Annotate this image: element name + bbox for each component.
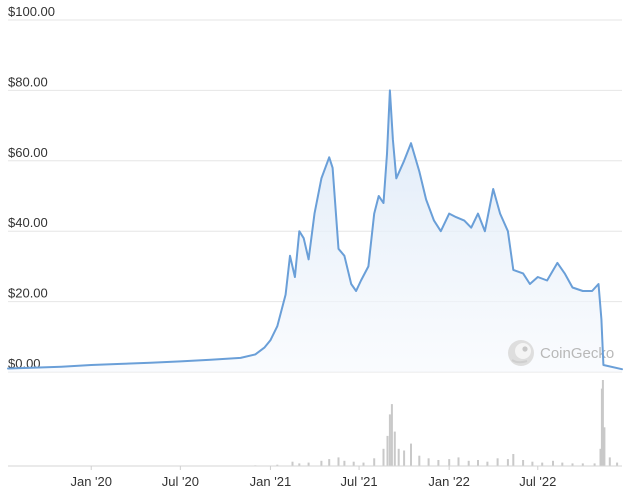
x-tick-label: Jan '20 xyxy=(70,474,112,489)
volume-bar xyxy=(276,464,279,466)
volume-bar xyxy=(386,435,389,466)
volume-bars xyxy=(15,380,619,466)
x-tick-label: Jan '21 xyxy=(250,474,292,489)
volume-bar xyxy=(531,461,534,466)
volume-bar xyxy=(477,460,479,466)
coingecko-watermark: CoinGecko xyxy=(508,340,614,366)
volume-bar xyxy=(522,460,525,466)
volume-bar xyxy=(552,460,554,466)
y-tick-label: $40.00 xyxy=(8,215,48,230)
volume-bar xyxy=(603,427,606,466)
volume-bar xyxy=(298,463,301,466)
volume-bar xyxy=(410,443,412,466)
volume-bar xyxy=(541,462,544,466)
volume-bar xyxy=(337,457,340,466)
volume-bar xyxy=(320,460,323,466)
coingecko-wordmark: CoinGecko xyxy=(540,345,614,362)
volume-bar xyxy=(382,448,385,466)
price-axis: $100.00$80.00$60.00$40.00$20.00$0.00 xyxy=(8,4,55,371)
volume-bar xyxy=(418,455,421,466)
x-tick-label: Jan '22 xyxy=(428,474,470,489)
price-line xyxy=(7,89,623,371)
y-tick-label: $20.00 xyxy=(8,286,48,301)
volume-bar xyxy=(506,459,509,466)
volume-bar xyxy=(593,463,596,466)
volume-bar xyxy=(486,461,489,466)
y-tick-label: $80.00 xyxy=(8,74,48,89)
volume-bar xyxy=(616,462,619,466)
x-tick-label: Jul '20 xyxy=(162,474,199,489)
gecko-logo-icon xyxy=(508,340,534,366)
volume-bar xyxy=(393,431,396,466)
volume-bar xyxy=(512,454,515,466)
volume-bar xyxy=(390,404,393,466)
volume-bar xyxy=(352,461,355,466)
volume-bar xyxy=(403,450,406,466)
volume-bar xyxy=(561,462,564,466)
volume-bar xyxy=(599,448,602,466)
volume-bar xyxy=(571,463,574,466)
x-tick-label: Jul '22 xyxy=(519,474,556,489)
volume-bar xyxy=(373,458,376,466)
price-area-fill xyxy=(8,90,622,373)
volume-bar xyxy=(388,414,391,466)
volume-bar xyxy=(581,463,584,466)
y-tick-label: $60.00 xyxy=(8,145,48,160)
volume-bar xyxy=(397,448,400,466)
volume-bar xyxy=(362,462,365,466)
volume-bar xyxy=(291,461,294,466)
volume-bar xyxy=(608,457,611,466)
volume-bar xyxy=(601,380,604,466)
volume-bar xyxy=(448,459,451,466)
x-tick-label: Jul '21 xyxy=(340,474,377,489)
volume-bar xyxy=(437,460,440,466)
volume-bar xyxy=(457,457,460,466)
time-axis: Jan '20 Jul '20 Jan '21 Jul '21 Jan '22 Jul '… xyxy=(70,466,556,489)
volume-bar xyxy=(307,462,310,466)
y-tick-label: $100.00 xyxy=(8,4,55,19)
volume-bar xyxy=(496,458,499,466)
volume-bar xyxy=(343,460,346,466)
volume-bar xyxy=(427,458,430,466)
volume-bar xyxy=(328,459,331,466)
volume-bar xyxy=(467,460,470,466)
